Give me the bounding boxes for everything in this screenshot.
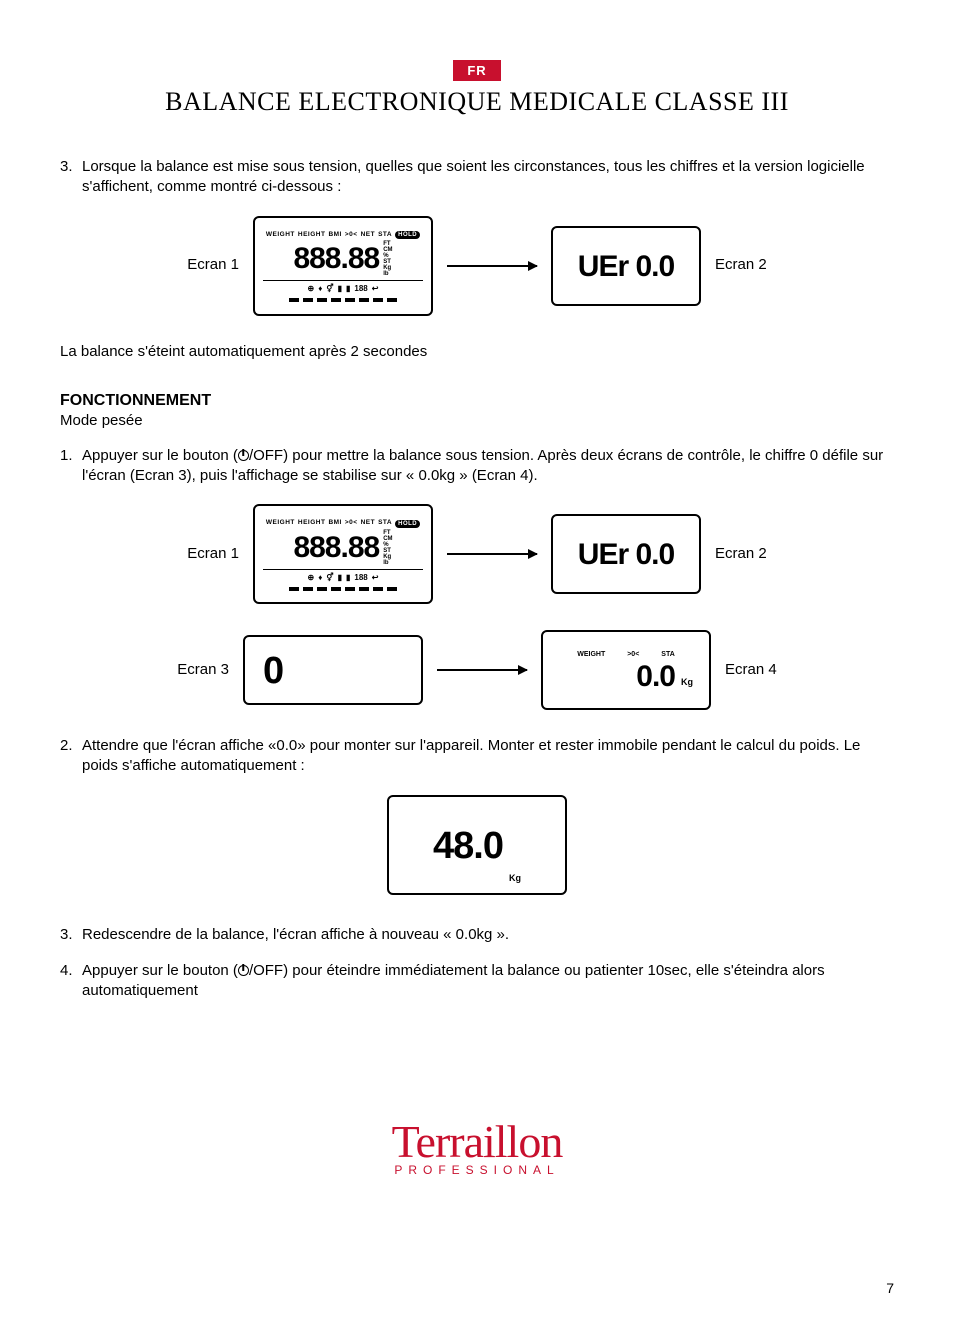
screen-1-label: Ecran 1 [187,255,239,275]
arrow-icon [437,669,527,671]
brand-logo: Terraillon PROFESSIONAL [60,1121,894,1175]
lcd-version: UEr 0.0 [551,514,701,594]
lcd-indicator: >0< [627,650,639,659]
lcd-segment-value: UEr 0.0 [578,252,674,282]
lcd-bottom-icons: ⊕ ♦ ⚥ ▮ ▮ 188 ↩ [263,280,423,295]
screens-row-2b: Ecran 3 0 WEIGHT >0< STA 0.0 Kg Ecran 4 [60,630,894,710]
lcd-units-column: FT CM % ST Kg lb [383,241,392,277]
step-2: 2. Attendre que l'écran affiche «0.0» po… [60,736,894,777]
screen-4-label: Ecran 4 [725,660,777,680]
lcd-indicator: STA [661,650,674,659]
section-subheading: Mode pesée [60,411,894,431]
lcd-zero-kg: WEIGHT >0< STA 0.0 Kg [541,630,711,710]
person-icon: ▮ [346,284,350,295]
age-digits: 188 [354,284,367,295]
sex-icon: ⚥ [326,284,333,295]
list-text: Attendre que l'écran affiche «0.0» pour … [82,736,894,777]
lcd-hold-badge: HOLD [395,231,420,239]
list-text: Redescendre de la balance, l'écran affic… [82,925,894,945]
lcd-indicator: NET [361,231,376,240]
lcd-unit: lb [383,271,392,277]
arrow-icon [447,265,537,267]
lcd-weight-result: 48.0 Kg [387,795,567,895]
lcd-indicator: STA [378,231,392,240]
lcd-indicator: >0< [345,231,358,240]
lcd-unit-kg: Kg [681,676,693,692]
list-number: 4. [60,961,82,1002]
lcd-dash-row [263,298,423,302]
list-number: 3. [60,925,82,945]
paragraph-3: 3. Lorsque la balance est mise sous tens… [60,157,894,198]
drop-icon: ♦ [318,284,322,295]
lcd-indicator: WEIGHT [266,231,295,240]
screen-3-label: Ecran 3 [177,660,229,680]
lcd-indicator-row: WEIGHT HEIGHT BMI >0< NET STA HOLD [263,231,423,240]
connector-icon: ⊕ [308,284,315,295]
list-number: 2. [60,736,82,777]
lcd-indicator: HEIGHT [298,231,326,240]
body-content: 3. Lorsque la balance est mise sous tens… [60,157,894,1001]
power-icon [238,450,249,461]
list-number: 1. [60,446,82,487]
step-3: 3. Redescendre de la balance, l'écran af… [60,925,894,945]
lcd-indicator: WEIGHT [577,650,605,659]
lcd-version: UEr 0.0 [551,226,701,306]
brand-name: Terraillon [392,1116,563,1167]
list-text: Appuyer sur le bouton (/OFF) pour éteind… [82,961,894,1002]
screen-1-label: Ecran 1 [187,544,239,564]
arrow-icon [447,553,537,555]
lcd-segment-value: 48.0 [433,827,503,865]
text-pre: Appuyer sur le bouton ( [82,962,238,979]
step-4: 4. Appuyer sur le bouton (/OFF) pour éte… [60,961,894,1002]
list-text: Lorsque la balance est mise sous tension… [82,157,894,198]
lcd-segment-value: 0 [263,652,283,690]
screen-2-label: Ecran 2 [715,255,767,275]
text-pre: Appuyer sur le bouton ( [82,447,238,464]
screens-row-2a: Ecran 1 WEIGHTHEIGHTBMI>0<NETSTAHOLD 888… [60,504,894,604]
page-number: 7 [886,1280,894,1296]
result-screen-row: 48.0 Kg [60,795,894,895]
brand-subline: PROFESSIONAL [60,1165,894,1176]
language-badge: FR [453,60,500,81]
page-header: FR BALANCE ELECTRONIQUE MEDICALE CLASSE … [60,60,894,117]
arrow-icon: ↩ [372,284,379,295]
list-text: Appuyer sur le bouton (/OFF) pour mettre… [82,446,894,487]
lcd-indicator-row: WEIGHT >0< STA [551,650,701,659]
lcd-segment-value: 0.0 [636,662,675,692]
page-title: BALANCE ELECTRONIQUE MEDICALE CLASSE III [60,87,894,117]
screen-2-label: Ecran 2 [715,544,767,564]
lcd-full-segment: WEIGHT HEIGHT BMI >0< NET STA HOLD 888.8… [253,216,433,316]
step-1: 1. Appuyer sur le bouton (/OFF) pour met… [60,446,894,487]
list-number: 3. [60,157,82,198]
lcd-unit-kg: Kg [509,872,521,888]
lcd-segment-value: 888.88 [293,244,379,274]
person-icon: ▮ [338,284,342,295]
lcd-digits: 888.88 FT CM % ST Kg lb [263,241,423,277]
section-heading: FONCTIONNEMENT [60,390,894,412]
lcd-indicator: BMI [328,231,341,240]
lcd-full-segment: WEIGHTHEIGHTBMI>0<NETSTAHOLD 888.88 FTCM… [253,504,433,604]
lcd-zero-scroll: 0 [243,635,423,705]
auto-off-note: La balance s'éteint automatiquement aprè… [60,342,894,362]
power-icon [238,965,249,976]
screens-row-1: Ecran 1 WEIGHT HEIGHT BMI >0< NET STA HO… [60,216,894,316]
